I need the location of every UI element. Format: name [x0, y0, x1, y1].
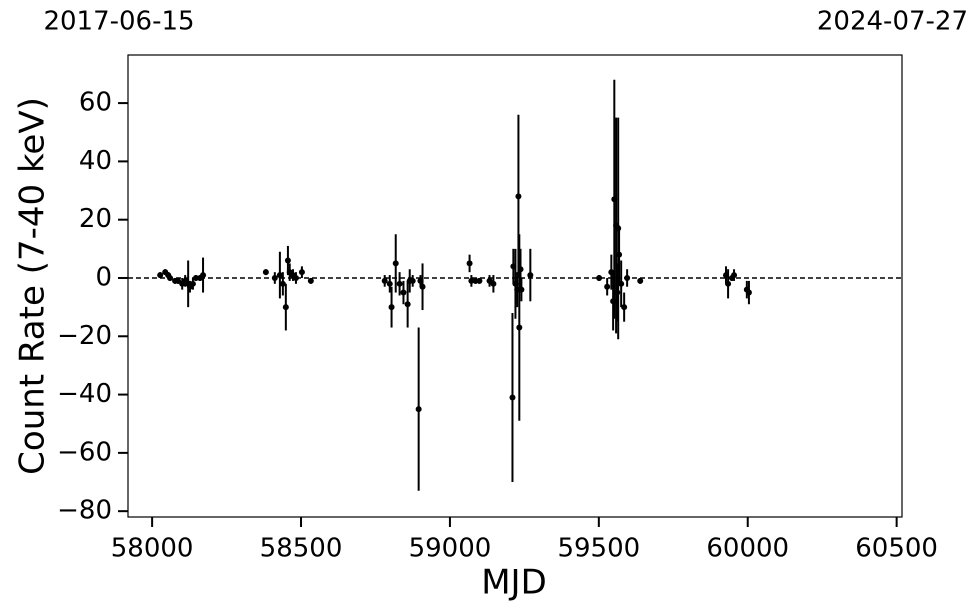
data-point — [404, 301, 411, 308]
data-point — [419, 283, 426, 290]
data-point — [284, 257, 291, 264]
data-point — [386, 280, 393, 287]
data-point — [621, 304, 628, 311]
data-point — [166, 274, 173, 281]
y-tick-label: 40 — [79, 146, 112, 176]
data-point — [189, 280, 196, 287]
data-point — [400, 289, 407, 296]
x-tick-label: 60000 — [706, 534, 789, 564]
data-point — [745, 289, 752, 296]
data-point — [409, 277, 416, 284]
data-point — [200, 272, 207, 279]
y-tick-label: 0 — [95, 262, 112, 292]
y-tick-label: 60 — [79, 88, 112, 118]
data-point — [614, 289, 621, 296]
data-point — [468, 277, 475, 284]
data-point — [611, 196, 618, 203]
y-tick-label: 20 — [79, 204, 112, 234]
data-point — [276, 272, 283, 279]
data-point — [417, 277, 424, 284]
y-axis-label: Count Rate (7-40 keV) — [13, 97, 53, 475]
data-point — [616, 251, 623, 258]
data-point — [466, 260, 473, 267]
data-point — [596, 274, 603, 281]
x-tick-label: 59500 — [557, 534, 640, 564]
data-point — [515, 193, 522, 200]
top-date-label: 2024-07-27 — [817, 7, 968, 37]
data-point — [637, 277, 644, 284]
x-tick-label: 59000 — [409, 534, 492, 564]
data-point — [388, 304, 395, 311]
x-tick-label: 60500 — [855, 534, 938, 564]
data-point — [175, 277, 182, 284]
data-point — [392, 260, 399, 267]
data-point — [262, 269, 269, 276]
data-point — [618, 280, 625, 287]
x-axis-label: MJD — [481, 563, 547, 603]
data-point — [604, 283, 611, 290]
top-date-label: 2017-06-15 — [43, 7, 194, 37]
x-tick-label: 58000 — [111, 534, 194, 564]
data-point — [610, 298, 617, 305]
data-point — [510, 263, 517, 270]
data-point — [725, 280, 732, 287]
data-point — [292, 274, 299, 281]
data-point — [722, 272, 729, 279]
data-point — [527, 272, 534, 279]
data-point — [307, 277, 314, 284]
data-point — [282, 304, 289, 311]
data-point — [516, 324, 523, 331]
data-point — [624, 274, 631, 281]
data-point — [608, 269, 615, 276]
y-tick-label: −40 — [57, 379, 112, 409]
x-tick-label: 58500 — [260, 534, 343, 564]
y-tick-label: −80 — [57, 496, 112, 526]
data-point — [509, 394, 516, 401]
data-point — [271, 274, 278, 281]
data-point — [279, 280, 286, 287]
data-point — [192, 274, 199, 281]
data-point — [415, 406, 422, 413]
data-point — [731, 272, 738, 279]
data-point — [396, 280, 403, 287]
data-point — [517, 266, 524, 273]
y-tick-label: −60 — [57, 437, 112, 467]
data-point — [157, 272, 164, 279]
data-point — [476, 277, 483, 284]
y-tick-label: −20 — [57, 321, 112, 351]
data-point — [298, 269, 305, 276]
data-point — [514, 286, 521, 293]
data-point — [381, 277, 388, 284]
data-point — [615, 225, 622, 232]
plot-frame — [127, 54, 903, 518]
data-point — [512, 280, 519, 287]
data-point — [490, 280, 497, 287]
data-point — [518, 286, 525, 293]
